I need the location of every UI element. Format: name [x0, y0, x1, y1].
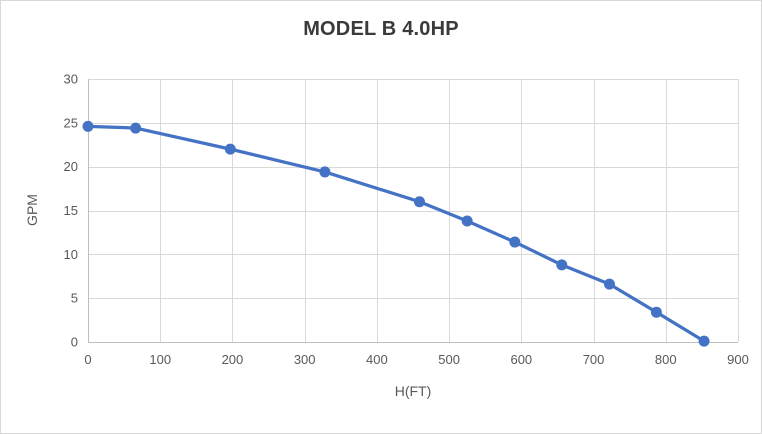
data-point-marker [509, 236, 521, 248]
x-tick-label: 700 [583, 352, 605, 367]
data-point-marker [650, 306, 662, 318]
x-tick-label: 400 [366, 352, 388, 367]
x-tick-label: 200 [222, 352, 244, 367]
x-tick-label: 900 [727, 352, 749, 367]
x-tick-label: 500 [438, 352, 460, 367]
x-tick-label: 0 [84, 352, 91, 367]
data-point-marker [556, 259, 568, 271]
x-axis-label: H(FT) [394, 383, 432, 399]
x-tick-label: 600 [510, 352, 532, 367]
data-point-marker [82, 120, 94, 132]
data-point-marker [224, 143, 236, 155]
x-tick-label: 100 [149, 352, 171, 367]
x-tick-label: 800 [655, 352, 677, 367]
y-tick-label: 10 [64, 247, 78, 262]
data-point-marker [698, 335, 710, 347]
y-tick-label: 15 [64, 203, 78, 218]
y-tick-label: 25 [64, 115, 78, 130]
data-point-marker [130, 122, 142, 134]
y-tick-label: 5 [71, 291, 78, 306]
x-tick-label: 300 [294, 352, 316, 367]
series-line [86, 124, 706, 343]
data-point-marker [319, 166, 331, 178]
data-point-marker [461, 215, 473, 227]
chart-title: MODEL B 4.0HP [303, 18, 459, 40]
y-tick-label: 20 [64, 159, 78, 174]
data-point-marker [414, 196, 425, 208]
y-tick-label: 30 [64, 72, 78, 87]
data-point-marker [603, 278, 615, 290]
y-tick-label: 0 [71, 335, 78, 350]
